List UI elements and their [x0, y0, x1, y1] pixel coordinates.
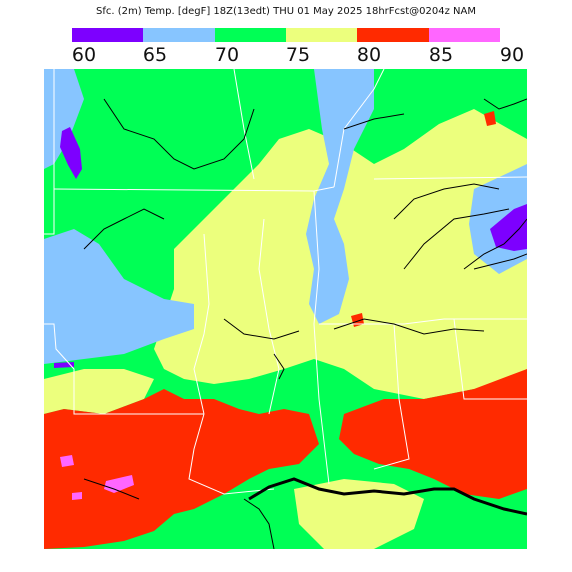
temp-region-80-85	[44, 389, 319, 549]
color-legend	[72, 28, 500, 42]
chart-title: Sfc. (2m) Temp. [degF] 18Z(13edt) THU 01…	[96, 6, 476, 17]
temp-region-85-90	[60, 455, 74, 467]
legend-labels: 60 65 70 75 80 85 90	[60, 44, 530, 66]
contour-line	[273, 353, 285, 380]
contour-line	[463, 218, 527, 270]
temp-region-75-80	[294, 479, 424, 549]
state-border	[313, 190, 330, 485]
legend-label: 75	[285, 44, 311, 66]
state-border	[44, 323, 204, 415]
temp-region-60-65	[60, 127, 82, 179]
state-border	[258, 218, 280, 415]
legend-label: 85	[428, 44, 454, 66]
legend-swatch-70-75	[214, 28, 286, 42]
contour-line	[403, 208, 510, 270]
temp-region-60-65	[490, 204, 527, 251]
temp-region-85-90	[72, 492, 82, 500]
legend-label: 90	[499, 44, 525, 66]
state-border	[373, 323, 410, 470]
state-border	[188, 413, 275, 495]
gulf-coastline	[248, 477, 527, 516]
state-border	[373, 176, 527, 180]
legend-label: 80	[356, 44, 382, 66]
state-border	[319, 318, 527, 325]
state-border	[453, 318, 527, 400]
contour-line	[103, 98, 255, 170]
state-border	[333, 69, 385, 188]
contour-line	[223, 318, 300, 340]
legend-swatch-75-80	[285, 28, 358, 42]
temperature-map	[44, 69, 527, 549]
state-border	[44, 69, 55, 235]
temp-region-80-85	[339, 369, 527, 499]
contour-line	[83, 478, 140, 500]
contour-lines	[83, 98, 527, 549]
legend-swatch-85-90	[428, 28, 500, 42]
contour-line	[483, 98, 527, 110]
temp-region-75-80	[44, 369, 154, 414]
temp-region-80-85	[484, 111, 496, 126]
contour-line	[243, 498, 275, 549]
contour-line	[473, 253, 527, 270]
legend-swatch-60-65	[72, 28, 144, 42]
contour-line	[393, 183, 500, 220]
legend-label: 70	[214, 44, 240, 66]
contour-line	[343, 113, 405, 130]
state-border	[233, 69, 255, 180]
legend-swatch-65-70	[143, 28, 215, 42]
state-border	[193, 233, 210, 415]
legend-label: 65	[142, 44, 168, 66]
temp-region-65-70	[306, 69, 374, 324]
legend-swatch-80-85	[357, 28, 429, 42]
state-borders	[44, 69, 527, 495]
contour-line	[83, 208, 165, 250]
temp-region-65-70	[44, 229, 194, 364]
legend-label: 60	[71, 44, 97, 66]
contour-line	[333, 318, 485, 335]
map-canvas	[44, 69, 527, 549]
